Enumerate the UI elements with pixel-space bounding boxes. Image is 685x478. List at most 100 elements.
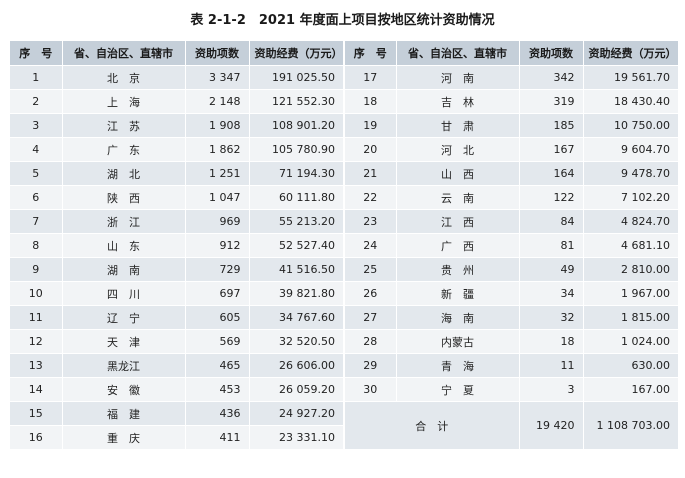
row-funding: 24 927.20 bbox=[249, 401, 344, 426]
table-row: 11 辽 宁 605 34 767.60 27 海 南 32 1 815.00 bbox=[10, 305, 678, 330]
total-count: 19 420 bbox=[519, 401, 584, 450]
row-funding: 23 331.10 bbox=[249, 425, 344, 450]
row-funding: 10 750.00 bbox=[583, 113, 678, 138]
row-seq: 8 bbox=[10, 233, 63, 258]
row-province: 贵 州 bbox=[396, 257, 520, 282]
row-count: 3 bbox=[519, 377, 584, 402]
row-count: 729 bbox=[185, 257, 250, 282]
row-funding: 1 024.00 bbox=[583, 329, 678, 354]
header-count-right: 资助项数 bbox=[519, 40, 584, 66]
row-province: 北 京 bbox=[62, 65, 186, 90]
row-count: 453 bbox=[185, 377, 250, 402]
row-seq: 24 bbox=[343, 233, 397, 258]
row-funding: 1 967.00 bbox=[583, 281, 678, 306]
row-province: 天 津 bbox=[62, 329, 186, 354]
table-row: 16 重 庆 411 23 331.10 bbox=[10, 425, 678, 450]
header-province-left: 省、自治区、直辖市 bbox=[62, 40, 186, 66]
row-funding: 108 901.20 bbox=[249, 113, 344, 138]
row-count: 342 bbox=[519, 65, 584, 90]
row-province: 湖 北 bbox=[62, 161, 186, 186]
row-seq: 16 bbox=[10, 425, 63, 450]
row-province: 宁 夏 bbox=[396, 377, 520, 402]
row-province: 江 西 bbox=[396, 209, 520, 234]
row-funding: 26 059.20 bbox=[249, 377, 344, 402]
row-seq: 29 bbox=[343, 353, 397, 378]
funding-table: 序 号 省、自治区、直辖市 资助项数 资助经费（万元） 序 号 省、自治区、直辖… bbox=[10, 40, 678, 450]
row-seq: 27 bbox=[343, 305, 397, 330]
row-funding: 167.00 bbox=[583, 377, 678, 402]
row-funding: 32 520.50 bbox=[249, 329, 344, 354]
table-title: 表 2-1-2 2021 年度面上项目按地区统计资助情况 bbox=[190, 13, 495, 28]
row-count: 1 908 bbox=[185, 113, 250, 138]
header-count-left: 资助项数 bbox=[185, 40, 250, 66]
row-seq: 20 bbox=[343, 137, 397, 162]
row-count: 185 bbox=[519, 113, 584, 138]
row-funding: 2 810.00 bbox=[583, 257, 678, 282]
table-row: 14 安 徽 453 26 059.20 30 宁 夏 3 167.00 bbox=[10, 377, 678, 402]
row-seq: 23 bbox=[343, 209, 397, 234]
table-row: 12 天 津 569 32 520.50 28 内蒙古 18 1 024.00 bbox=[10, 329, 678, 354]
table-row: 15 福 建 436 24 927.20 合 计 19 420 1 108 703.00 bbox=[10, 401, 678, 450]
row-count: 34 bbox=[519, 281, 584, 306]
row-count: 81 bbox=[519, 233, 584, 258]
row-province: 海 南 bbox=[396, 305, 520, 330]
row-seq: 14 bbox=[10, 377, 63, 402]
row-seq: 3 bbox=[10, 113, 63, 138]
row-count: 32 bbox=[519, 305, 584, 330]
row-funding: 9 478.70 bbox=[583, 161, 678, 186]
row-seq: 5 bbox=[10, 161, 63, 186]
row-count: 167 bbox=[519, 137, 584, 162]
row-seq: 10 bbox=[10, 281, 63, 306]
row-count: 411 bbox=[185, 425, 250, 450]
row-funding: 7 102.20 bbox=[583, 185, 678, 210]
row-province: 福 建 bbox=[62, 401, 186, 426]
row-count: 49 bbox=[519, 257, 584, 282]
row-seq: 18 bbox=[343, 89, 397, 114]
header-funding-left: 资助经费（万元） bbox=[249, 40, 344, 66]
table-header-row: 序 号 省、自治区、直辖市 资助项数 资助经费（万元） 序 号 省、自治区、直辖… bbox=[10, 40, 678, 66]
row-funding: 4 824.70 bbox=[583, 209, 678, 234]
row-province: 重 庆 bbox=[62, 425, 186, 450]
table-row: 10 四 川 697 39 821.80 26 新 疆 34 1 967.00 bbox=[10, 281, 678, 306]
row-count: 1 862 bbox=[185, 137, 250, 162]
row-funding: 1 815.00 bbox=[583, 305, 678, 330]
row-province: 甘 肃 bbox=[396, 113, 520, 138]
row-seq: 22 bbox=[343, 185, 397, 210]
row-count: 969 bbox=[185, 209, 250, 234]
header-funding-right: 资助经费（万元） bbox=[583, 40, 678, 66]
row-funding: 26 606.00 bbox=[249, 353, 344, 378]
row-count: 319 bbox=[519, 89, 584, 114]
row-seq: 7 bbox=[10, 209, 63, 234]
row-province: 广 东 bbox=[62, 137, 186, 162]
row-funding: 39 821.80 bbox=[249, 281, 344, 306]
header-province-right: 省、自治区、直辖市 bbox=[396, 40, 520, 66]
row-seq: 21 bbox=[343, 161, 397, 186]
row-seq: 13 bbox=[10, 353, 63, 378]
row-count: 465 bbox=[185, 353, 250, 378]
row-seq: 19 bbox=[343, 113, 397, 138]
row-funding: 60 111.80 bbox=[249, 185, 344, 210]
row-seq: 15 bbox=[10, 401, 63, 426]
row-funding: 41 516.50 bbox=[249, 257, 344, 282]
row-funding: 18 430.40 bbox=[583, 89, 678, 114]
row-seq: 25 bbox=[343, 257, 397, 282]
row-province: 山 东 bbox=[62, 233, 186, 258]
row-seq: 17 bbox=[343, 65, 397, 90]
row-funding: 105 780.90 bbox=[249, 137, 344, 162]
row-province: 江 苏 bbox=[62, 113, 186, 138]
row-seq: 1 bbox=[10, 65, 63, 90]
row-seq: 4 bbox=[10, 137, 63, 162]
row-seq: 6 bbox=[10, 185, 63, 210]
row-province: 四 川 bbox=[62, 281, 186, 306]
table-row: 13 黑龙江 465 26 606.00 29 青 海 11 630.00 bbox=[10, 353, 678, 378]
row-province: 陕 西 bbox=[62, 185, 186, 210]
row-funding: 52 527.40 bbox=[249, 233, 344, 258]
row-province: 广 西 bbox=[396, 233, 520, 258]
row-province: 辽 宁 bbox=[62, 305, 186, 330]
